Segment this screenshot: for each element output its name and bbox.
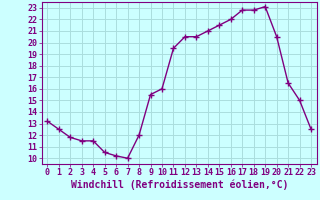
X-axis label: Windchill (Refroidissement éolien,°C): Windchill (Refroidissement éolien,°C): [70, 180, 288, 190]
